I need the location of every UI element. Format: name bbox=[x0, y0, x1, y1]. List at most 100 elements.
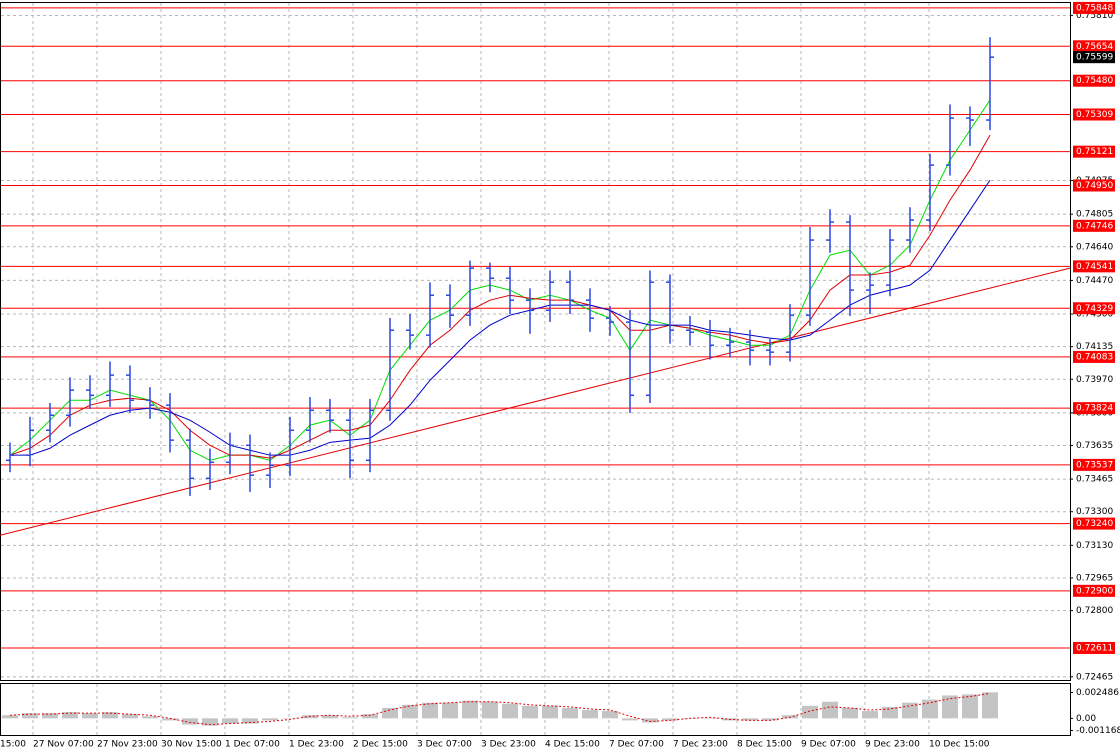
current-price-box bbox=[1073, 51, 1115, 64]
histogram-bar bbox=[462, 700, 478, 719]
histogram-bar bbox=[222, 718, 238, 724]
histogram-bar bbox=[342, 717, 358, 719]
histogram-bar bbox=[362, 714, 378, 719]
histogram-bar bbox=[122, 714, 138, 719]
histogram-bar bbox=[262, 718, 278, 721]
histogram-bar bbox=[182, 718, 198, 725]
level-label: 0.72611 bbox=[1076, 643, 1113, 653]
x-tick-label: 9 Dec 23:00 bbox=[865, 740, 920, 750]
level-label-box bbox=[1073, 260, 1115, 273]
histogram-bar bbox=[622, 718, 638, 721]
y-tick-label: 0.74470 bbox=[1076, 276, 1113, 286]
histogram-bar bbox=[2, 715, 18, 719]
x-tick-label: 9 Dec 07:00 bbox=[801, 740, 856, 750]
histogram-bar bbox=[442, 702, 458, 719]
y-tick-label: 0.73465 bbox=[1076, 475, 1113, 485]
histogram-bar bbox=[762, 718, 778, 721]
signal-line bbox=[9, 692, 991, 726]
histogram-bar bbox=[282, 718, 298, 719]
histogram-bar bbox=[202, 718, 218, 726]
moving-average bbox=[10, 179, 991, 456]
level-label: 0.75654 bbox=[1076, 42, 1113, 52]
level-label: 0.72900 bbox=[1076, 586, 1113, 596]
sub-y-tick-label: 0.002486 bbox=[1076, 688, 1119, 698]
histogram-bar bbox=[102, 712, 118, 719]
level-label-box bbox=[1073, 517, 1115, 530]
histogram-bar bbox=[822, 701, 838, 719]
x-tick-label: 1 Dec 23:00 bbox=[289, 740, 344, 750]
level-label-box bbox=[1073, 108, 1115, 121]
y-tick-label: 0.73130 bbox=[1076, 541, 1113, 551]
histogram-bar bbox=[562, 707, 578, 719]
histogram-bar bbox=[862, 711, 878, 719]
x-tick-label: 3 Dec 23:00 bbox=[481, 740, 536, 750]
histogram-bar bbox=[322, 715, 338, 719]
moving-average bbox=[9, 99, 991, 461]
histogram-bar bbox=[582, 710, 598, 719]
x-tick-label: 8 Dec 15:00 bbox=[737, 740, 792, 750]
histogram-bar bbox=[422, 702, 438, 719]
y-tick-label: 0.74640 bbox=[1076, 242, 1113, 252]
x-tick-label: 30 Nov 15:00 bbox=[161, 740, 222, 750]
histogram-bar bbox=[962, 694, 978, 719]
histogram-bar bbox=[922, 699, 938, 719]
y-tick-label: 0.74135 bbox=[1076, 342, 1113, 352]
histogram-bar bbox=[642, 718, 658, 723]
level-label-box bbox=[1073, 145, 1115, 158]
level-label-box bbox=[1073, 641, 1115, 654]
level-label-box bbox=[1073, 402, 1115, 415]
histogram-bar bbox=[22, 713, 38, 719]
histogram-bar bbox=[802, 705, 818, 719]
x-tick-label: 27 Nov 07:00 bbox=[33, 740, 94, 750]
histogram-bar bbox=[382, 707, 398, 719]
current-price-label: 0.75599 bbox=[1076, 53, 1113, 63]
sub-y-tick-label: 0.00 bbox=[1076, 714, 1096, 724]
histogram-bar bbox=[42, 713, 58, 719]
level-label-box bbox=[1073, 458, 1115, 471]
level-label-box bbox=[1073, 1, 1115, 14]
level-label: 0.73824 bbox=[1076, 404, 1113, 414]
y-tick-label: 0.72800 bbox=[1076, 606, 1113, 616]
histogram-bar bbox=[742, 718, 758, 721]
level-label-box bbox=[1073, 40, 1115, 53]
y-tick-label: 0.73970 bbox=[1076, 375, 1113, 385]
x-tick-label: 27 Nov 23:00 bbox=[97, 740, 158, 750]
histogram-bar bbox=[982, 692, 998, 719]
histogram-bar bbox=[502, 703, 518, 719]
level-label: 0.75480 bbox=[1076, 76, 1113, 86]
histogram-bar bbox=[142, 716, 158, 719]
histogram-bar bbox=[302, 715, 318, 719]
level-label-box bbox=[1073, 350, 1115, 363]
histogram-bar bbox=[882, 706, 898, 719]
histogram-bar bbox=[162, 718, 178, 721]
x-tick-label: 4 Dec 15:00 bbox=[545, 740, 600, 750]
histogram-bar bbox=[662, 718, 678, 721]
level-label-box bbox=[1073, 219, 1115, 232]
level-label: 0.74083 bbox=[1076, 352, 1113, 362]
x-tick-label: 15:00 bbox=[0, 740, 26, 750]
x-tick-label: 7 Dec 23:00 bbox=[673, 740, 728, 750]
level-label: 0.75848 bbox=[1076, 3, 1113, 13]
y-tick-label: 0.72965 bbox=[1076, 573, 1113, 583]
histogram-bar bbox=[62, 712, 78, 719]
level-label: 0.74746 bbox=[1076, 221, 1113, 231]
histogram-bar bbox=[522, 705, 538, 719]
x-tick-label: 1 Dec 07:00 bbox=[225, 740, 280, 750]
x-tick-label: 10 Dec 15:00 bbox=[929, 740, 990, 750]
histogram-bar bbox=[242, 718, 258, 724]
histogram-bar bbox=[402, 704, 418, 719]
trendline bbox=[0, 267, 1071, 536]
histogram-bar bbox=[702, 718, 718, 719]
level-label: 0.75309 bbox=[1076, 110, 1113, 120]
level-label: 0.74541 bbox=[1076, 262, 1113, 272]
y-tick-label: 0.73635 bbox=[1076, 441, 1113, 451]
level-label-box bbox=[1073, 302, 1115, 315]
histogram-bar bbox=[482, 701, 498, 719]
main-pane bbox=[0, 2, 1071, 681]
level-label-box bbox=[1073, 179, 1115, 192]
y-tick-label: 0.74300 bbox=[1076, 310, 1113, 320]
x-tick-label: 7 Dec 07:00 bbox=[609, 740, 664, 750]
y-tick-label: 0.72465 bbox=[1076, 672, 1113, 682]
level-label: 0.73240 bbox=[1076, 519, 1113, 529]
